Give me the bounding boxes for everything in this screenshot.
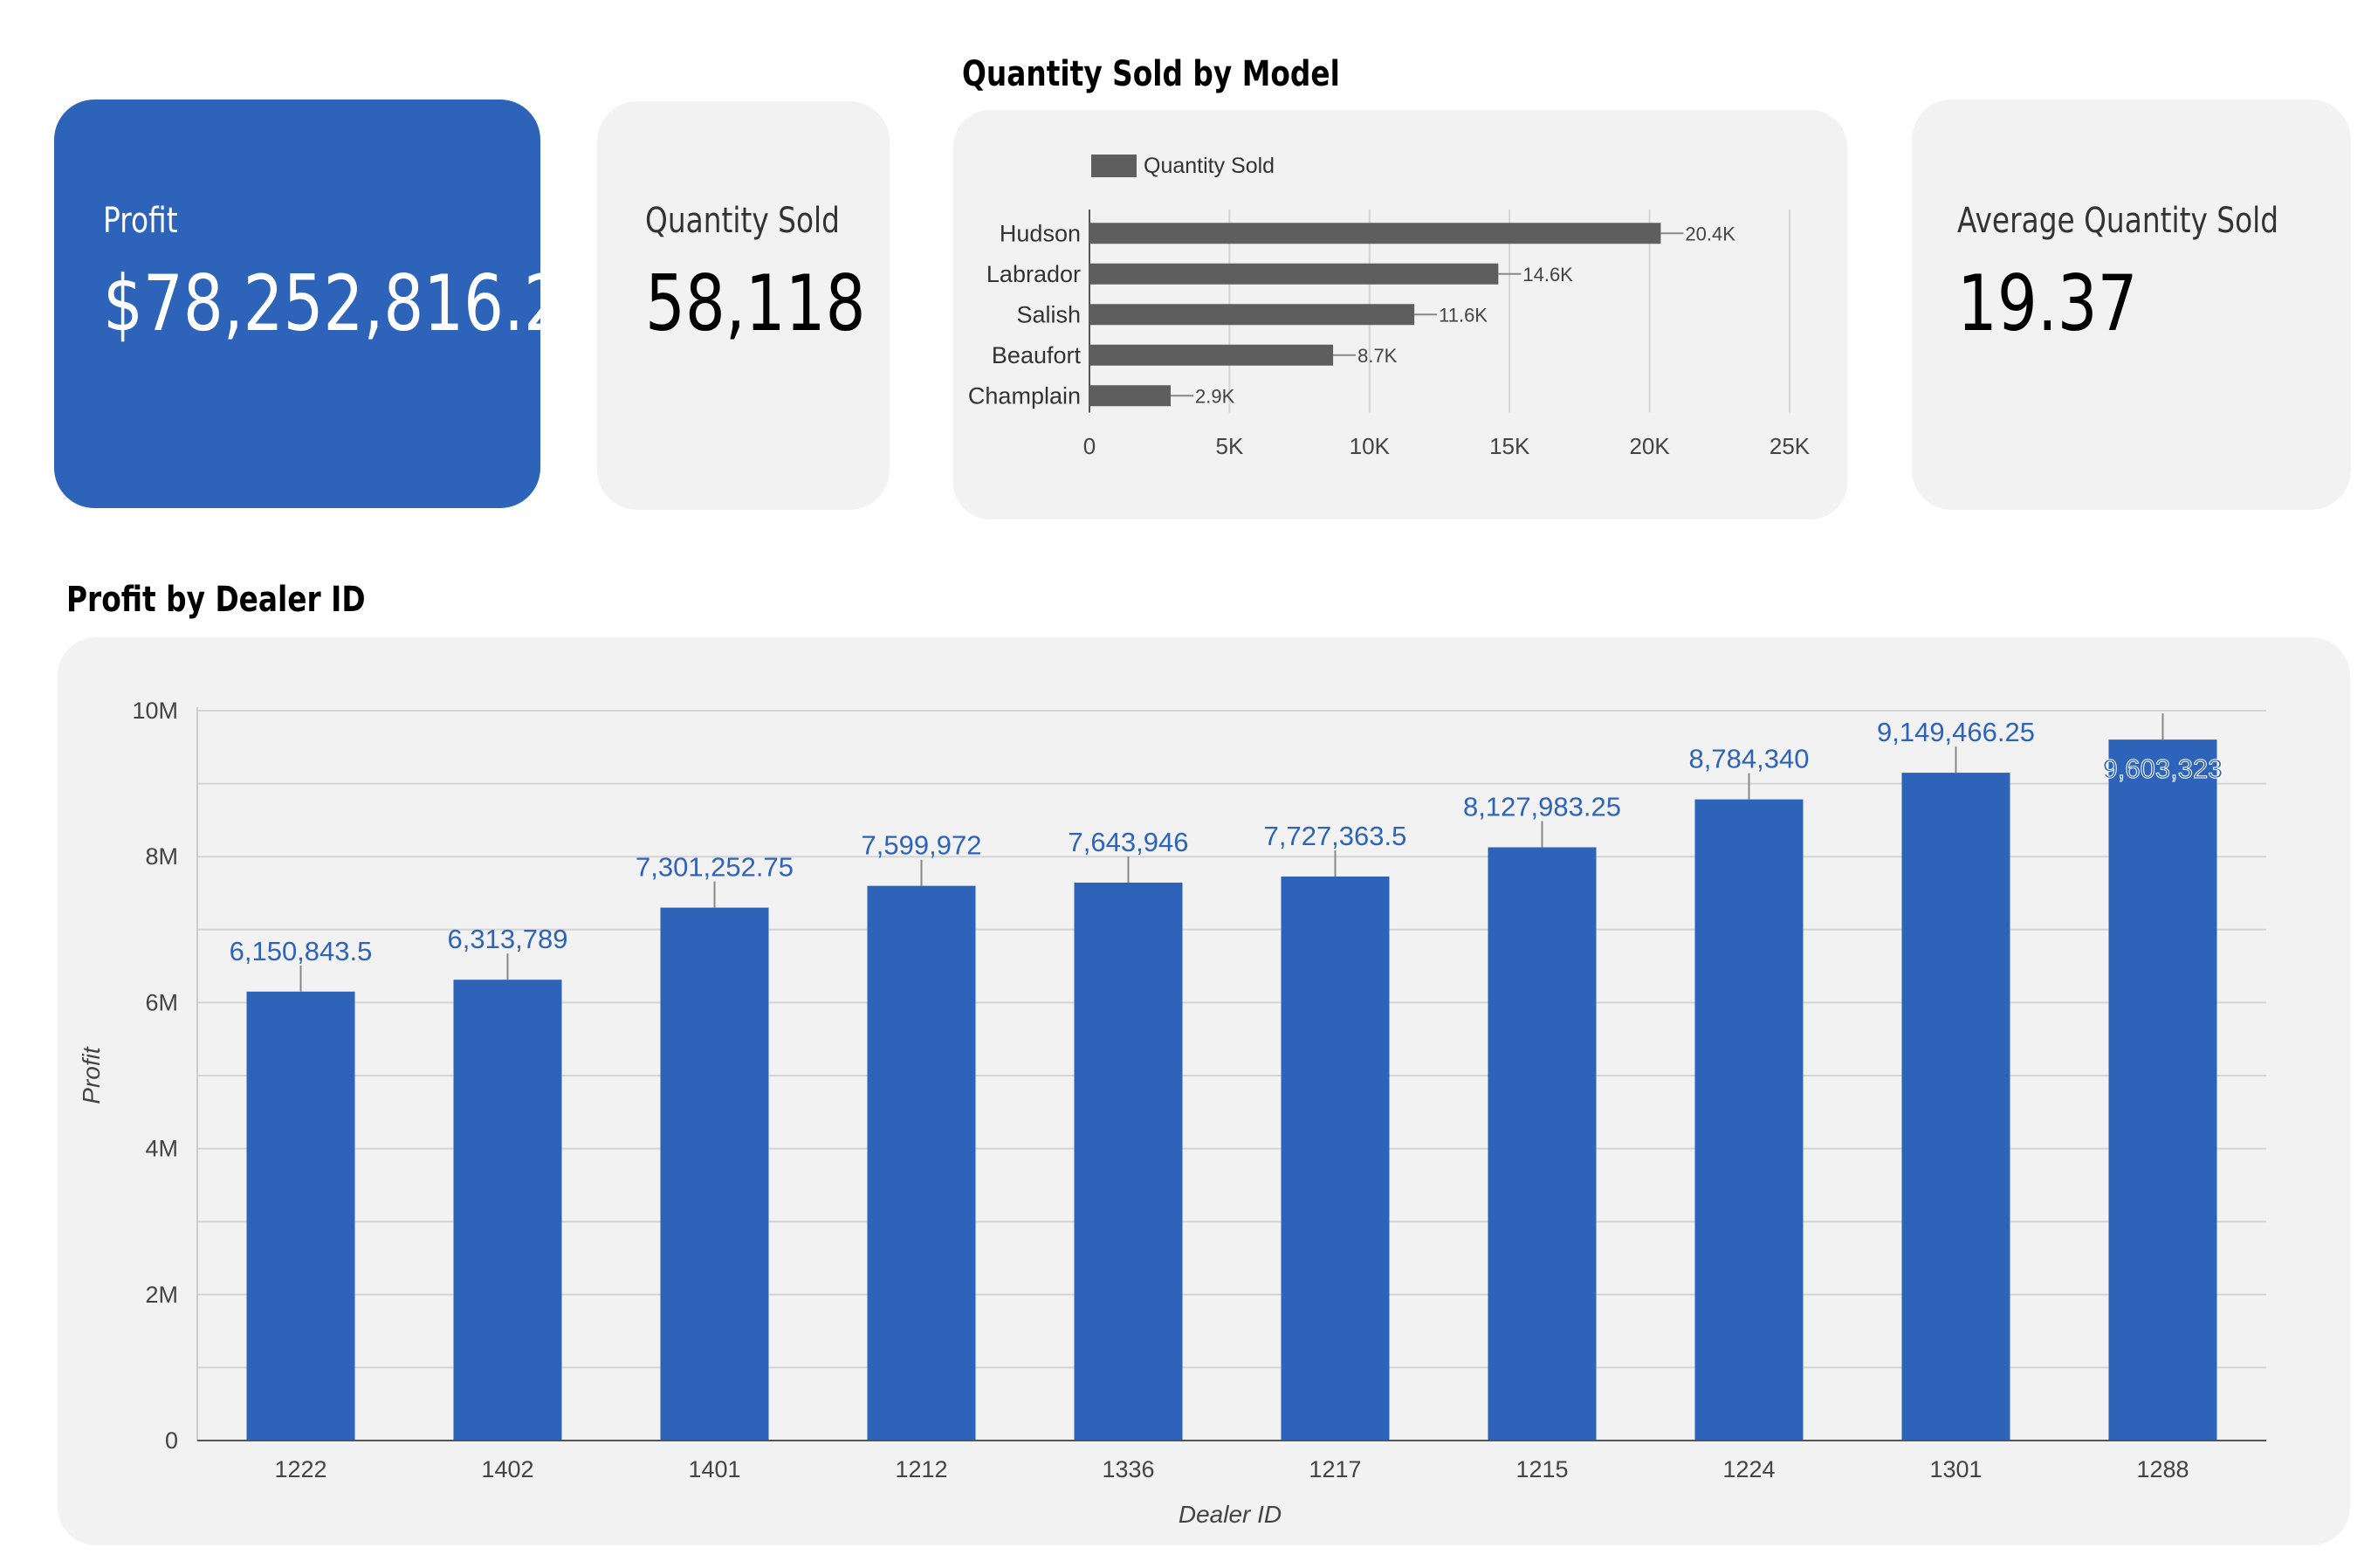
category-label: Labrador xyxy=(986,261,1081,287)
x-axis-title: Dealer ID xyxy=(1179,1501,1282,1528)
y-axis-title: Profit xyxy=(78,1046,105,1104)
data-label: 8,784,340 xyxy=(1689,744,1810,774)
profit-by-dealer-chart: 0 2M 4M 6M 8M 10M 6,150,843.5 1222 6,313,789 1402… xyxy=(78,698,2266,1528)
x-tick-label: 1288 xyxy=(2136,1456,2189,1482)
bar xyxy=(453,980,562,1441)
profit-kpi-value: $78,252,816.25 xyxy=(103,258,604,348)
quantity-by-model-chart: 0 5K 10K 15K 20K 25K Quantity Sold Hudson 20.4K L… xyxy=(968,154,1811,459)
average-quantity-kpi-value: 19.37 xyxy=(1957,258,2138,348)
data-label: 6,150,843.5 xyxy=(230,936,373,966)
data-label: 7,643,946 xyxy=(1069,827,1189,857)
data-label: 8,127,983.25 xyxy=(1463,792,1621,822)
bar xyxy=(867,885,976,1441)
data-label: 9,603,323 xyxy=(2103,753,2223,784)
bar xyxy=(1089,385,1172,407)
x-tick-label: 20K xyxy=(1629,433,1670,459)
x-tick-label: 1217 xyxy=(1309,1456,1361,1482)
x-tick-label: 25K xyxy=(1770,433,1811,459)
x-tick-label: 1402 xyxy=(481,1456,533,1482)
x-tick-label: 1336 xyxy=(1102,1456,1154,1482)
x-tick-label: 1222 xyxy=(274,1456,326,1482)
bar xyxy=(1089,263,1499,285)
y-tick-label: 8M xyxy=(145,843,178,870)
bar xyxy=(2108,739,2217,1441)
bar xyxy=(1089,223,1661,244)
data-label: 7,727,363.5 xyxy=(1264,821,1407,851)
x-tick-label: 10K xyxy=(1350,433,1391,459)
bar xyxy=(1488,847,1597,1441)
bar xyxy=(1074,882,1183,1441)
legend-swatch xyxy=(1091,155,1137,177)
x-tick-label: 1224 xyxy=(1722,1456,1775,1482)
y-tick-label: 6M xyxy=(145,989,178,1015)
x-tick-label: 1215 xyxy=(1515,1456,1568,1482)
x-tick-label: 0 xyxy=(1083,433,1096,459)
data-label: 2.9K xyxy=(1195,385,1235,407)
data-label: 7,301,252.75 xyxy=(636,852,794,883)
category-label: Salish xyxy=(1016,301,1081,327)
profit-by-dealer-title: Profit by Dealer ID xyxy=(66,580,366,620)
quantity-sold-kpi-value: 58,118 xyxy=(645,258,866,348)
data-label: 11.6K xyxy=(1439,304,1488,326)
bar xyxy=(246,991,355,1441)
y-tick-label: 0 xyxy=(165,1427,178,1454)
category-label: Hudson xyxy=(1000,220,1081,246)
bar xyxy=(1694,799,1804,1441)
bar xyxy=(660,907,769,1441)
x-tick-label: 1301 xyxy=(1929,1456,1982,1482)
bar xyxy=(1089,304,1415,326)
x-tick-label: 15K xyxy=(1489,433,1530,459)
category-label: Beaufort xyxy=(992,342,1082,368)
quantity-by-model-card: 0 5K 10K 15K 20K 25K Quantity Sold Hudson 20.4K L… xyxy=(953,110,1847,519)
profit-kpi-card: Profit $78,252,816.25 xyxy=(54,100,604,508)
data-label: 6,313,789 xyxy=(448,924,568,954)
data-label: 20.4K xyxy=(1685,223,1735,244)
quantity-sold-kpi-card: Quantity Sold 58,118 xyxy=(597,101,890,510)
data-label: 14.6K xyxy=(1522,264,1573,285)
x-tick-label: 1401 xyxy=(688,1456,740,1482)
y-tick-label: 2M xyxy=(145,1282,178,1308)
data-label: 9,149,466.25 xyxy=(1877,717,2035,747)
bar xyxy=(1089,344,1334,366)
average-quantity-kpi-card: Average Quantity Sold 19.37 xyxy=(1912,100,2351,510)
quantity-sold-kpi-label: Quantity Sold xyxy=(645,201,840,241)
x-tick-label: 5K xyxy=(1215,433,1243,459)
x-tick-label: 1212 xyxy=(895,1456,947,1482)
data-label: 8.7K xyxy=(1357,345,1398,367)
profit-kpi-label: Profit xyxy=(103,201,178,241)
bar xyxy=(1281,876,1390,1441)
bar xyxy=(1901,773,2010,1441)
legend-label: Quantity Sold xyxy=(1144,154,1275,178)
data-label: 7,599,972 xyxy=(862,830,982,861)
y-tick-label: 10M xyxy=(132,698,178,724)
quantity-by-model-title: Quantity Sold by Model xyxy=(962,54,1340,94)
average-quantity-kpi-label: Average Quantity Sold xyxy=(1957,201,2279,241)
profit-by-dealer-card: 0 2M 4M 6M 8M 10M 6,150,843.5 1222 6,313,789 1402… xyxy=(58,637,2350,1545)
y-tick-label: 4M xyxy=(145,1136,178,1162)
category-label: Champlain xyxy=(968,382,1081,409)
